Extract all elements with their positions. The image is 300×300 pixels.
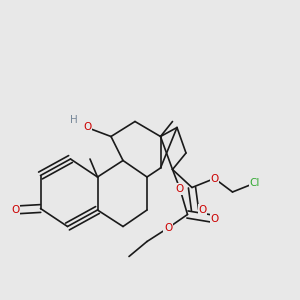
Text: H: H: [70, 115, 77, 125]
Text: O: O: [198, 205, 207, 215]
Text: O: O: [164, 223, 172, 233]
Text: O: O: [11, 205, 19, 215]
Text: O: O: [210, 214, 219, 224]
Text: O: O: [83, 122, 91, 133]
Text: O: O: [176, 184, 184, 194]
Text: O: O: [210, 173, 219, 184]
Text: Cl: Cl: [250, 178, 260, 188]
